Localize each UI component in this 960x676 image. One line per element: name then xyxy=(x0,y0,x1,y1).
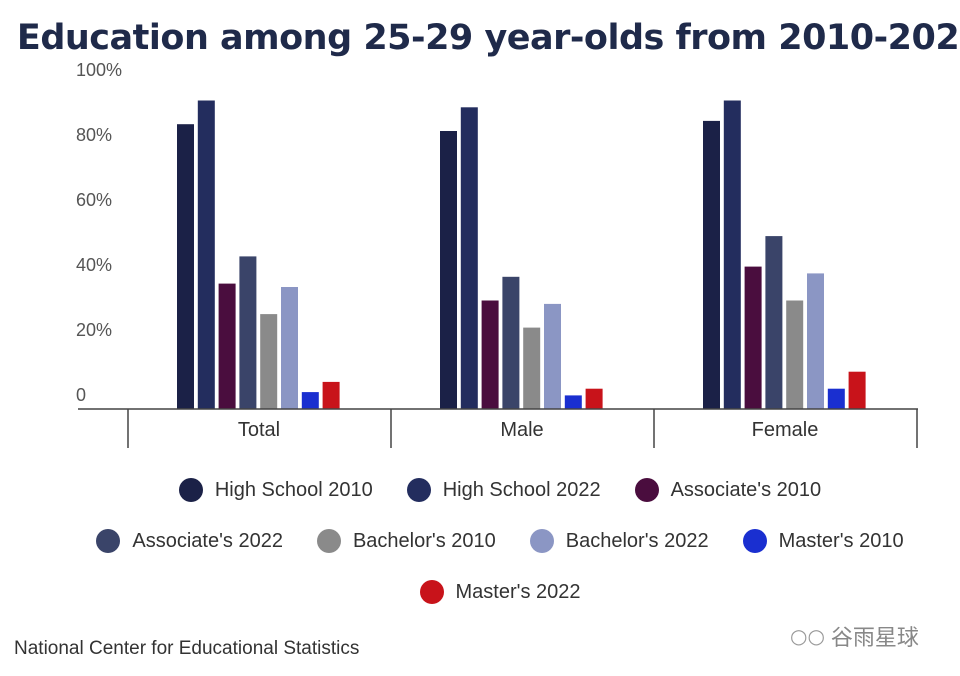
y-tick-label: 20% xyxy=(76,320,112,340)
bar xyxy=(723,100,741,409)
bar xyxy=(585,388,603,409)
legend-row: Associate's 2022 Bachelor's 2010 Bachelor'… xyxy=(0,529,960,553)
legend-label: Bachelor's 2010 xyxy=(352,529,496,552)
legend: High School 2010 High School 2022 Associat… xyxy=(0,478,960,631)
legend-row: High School 2010 High School 2022 Associat… xyxy=(0,478,960,502)
legend-label: Associate's 2010 xyxy=(670,478,822,501)
legend-label: High School 2010 xyxy=(214,478,373,501)
y-axis-ticks: 100% 80% 60% 40% 20% 0 xyxy=(76,60,122,405)
bar xyxy=(177,124,194,409)
legend-item: Bachelor's 2010 xyxy=(316,529,496,553)
legend-swatch xyxy=(742,529,767,553)
chart-title: Education among 25-29 year-olds from 201… xyxy=(16,18,960,58)
x-category-label: Female xyxy=(752,419,819,441)
bar xyxy=(197,100,215,409)
bar xyxy=(786,300,804,409)
bar xyxy=(848,371,866,409)
bar xyxy=(281,287,298,409)
source-note: National Center for Educational Statisti… xyxy=(14,638,360,659)
legend-item: Master's 2022 xyxy=(419,580,581,604)
watermark: ○○ 谷雨星球 xyxy=(790,620,919,652)
bar xyxy=(301,392,319,409)
bar xyxy=(564,395,582,409)
bar xyxy=(460,107,478,410)
bar xyxy=(523,327,541,409)
legend-swatch xyxy=(96,529,121,553)
y-tick-label: 60% xyxy=(76,190,112,210)
legend-item: Associate's 2022 xyxy=(96,529,283,553)
legend-item: High School 2022 xyxy=(406,478,601,502)
bar xyxy=(827,388,845,409)
watermark-text: 谷雨星球 xyxy=(830,626,919,651)
bar xyxy=(544,303,561,409)
legend-swatch xyxy=(178,478,203,502)
bar-chart: 100% 80% 60% 40% 20% 0 Total Male Female xyxy=(76,60,918,448)
legend-item: High School 2010 xyxy=(178,478,373,502)
bar xyxy=(765,236,783,409)
y-tick-label: 40% xyxy=(76,255,112,275)
x-category-label: Male xyxy=(500,419,543,441)
y-tick-label: 100% xyxy=(76,60,122,80)
bar xyxy=(744,266,762,409)
legend-swatch xyxy=(634,478,659,502)
legend-label: Master's 2010 xyxy=(778,529,904,552)
legend-swatch xyxy=(529,529,554,553)
legend-label: High School 2022 xyxy=(442,478,601,501)
bar xyxy=(807,273,824,409)
y-tick-label: 0 xyxy=(76,385,86,405)
bar xyxy=(218,283,236,409)
legend-row: Master's 2022 xyxy=(0,580,960,604)
legend-label: Master's 2022 xyxy=(455,580,581,603)
legend-swatch xyxy=(406,478,431,502)
legend-swatch xyxy=(419,580,444,604)
legend-label: Associate's 2022 xyxy=(132,529,283,552)
bar xyxy=(440,131,457,409)
bar xyxy=(239,256,257,409)
bars xyxy=(177,100,866,410)
bar xyxy=(703,120,720,410)
bar xyxy=(502,276,520,409)
bar xyxy=(481,300,499,409)
x-axis-categories: Total Male Female xyxy=(127,409,918,448)
bar xyxy=(322,381,340,409)
legend-item: Bachelor's 2022 xyxy=(529,529,709,553)
legend-label: Bachelor's 2022 xyxy=(565,529,709,552)
bar xyxy=(260,314,278,409)
x-category-label: Total xyxy=(238,419,280,441)
chat-bubble-icon: ○○ xyxy=(790,624,825,648)
legend-item: Associate's 2010 xyxy=(634,478,822,502)
legend-swatch xyxy=(316,529,341,553)
legend-item: Master's 2010 xyxy=(742,529,904,553)
y-tick-label: 80% xyxy=(76,125,112,145)
